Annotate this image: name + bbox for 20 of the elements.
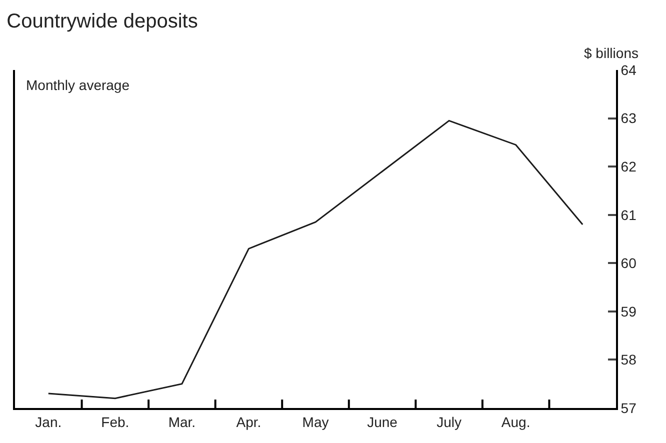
x-tick-label: Feb. bbox=[101, 414, 130, 430]
line-series bbox=[48, 120, 584, 400]
x-tick-label: May bbox=[302, 414, 329, 430]
y-tick-label: 62 bbox=[620, 158, 637, 174]
y-tick-label: 58 bbox=[620, 352, 637, 368]
x-tick-label: Jan. bbox=[35, 414, 62, 430]
x-tick-label: July bbox=[436, 414, 462, 430]
x-tick-label: Aug. bbox=[501, 414, 530, 430]
x-tick-label: Apr. bbox=[236, 414, 262, 430]
x-tick-label: June bbox=[367, 414, 398, 430]
chart-title: Countrywide deposits bbox=[6, 10, 198, 32]
y-tick-label: 57 bbox=[620, 400, 637, 416]
y-tick-label: 60 bbox=[620, 255, 637, 272]
x-tick-label: Mar. bbox=[168, 414, 196, 430]
y-tick-label: 63 bbox=[620, 110, 637, 126]
annotation: Monthly average bbox=[26, 77, 130, 93]
y-tick-label: 64 bbox=[620, 62, 637, 78]
y-tick-label: 59 bbox=[620, 303, 637, 320]
y-tick-label: 61 bbox=[620, 206, 637, 223]
y-axis-title: $ billions bbox=[584, 45, 638, 61]
